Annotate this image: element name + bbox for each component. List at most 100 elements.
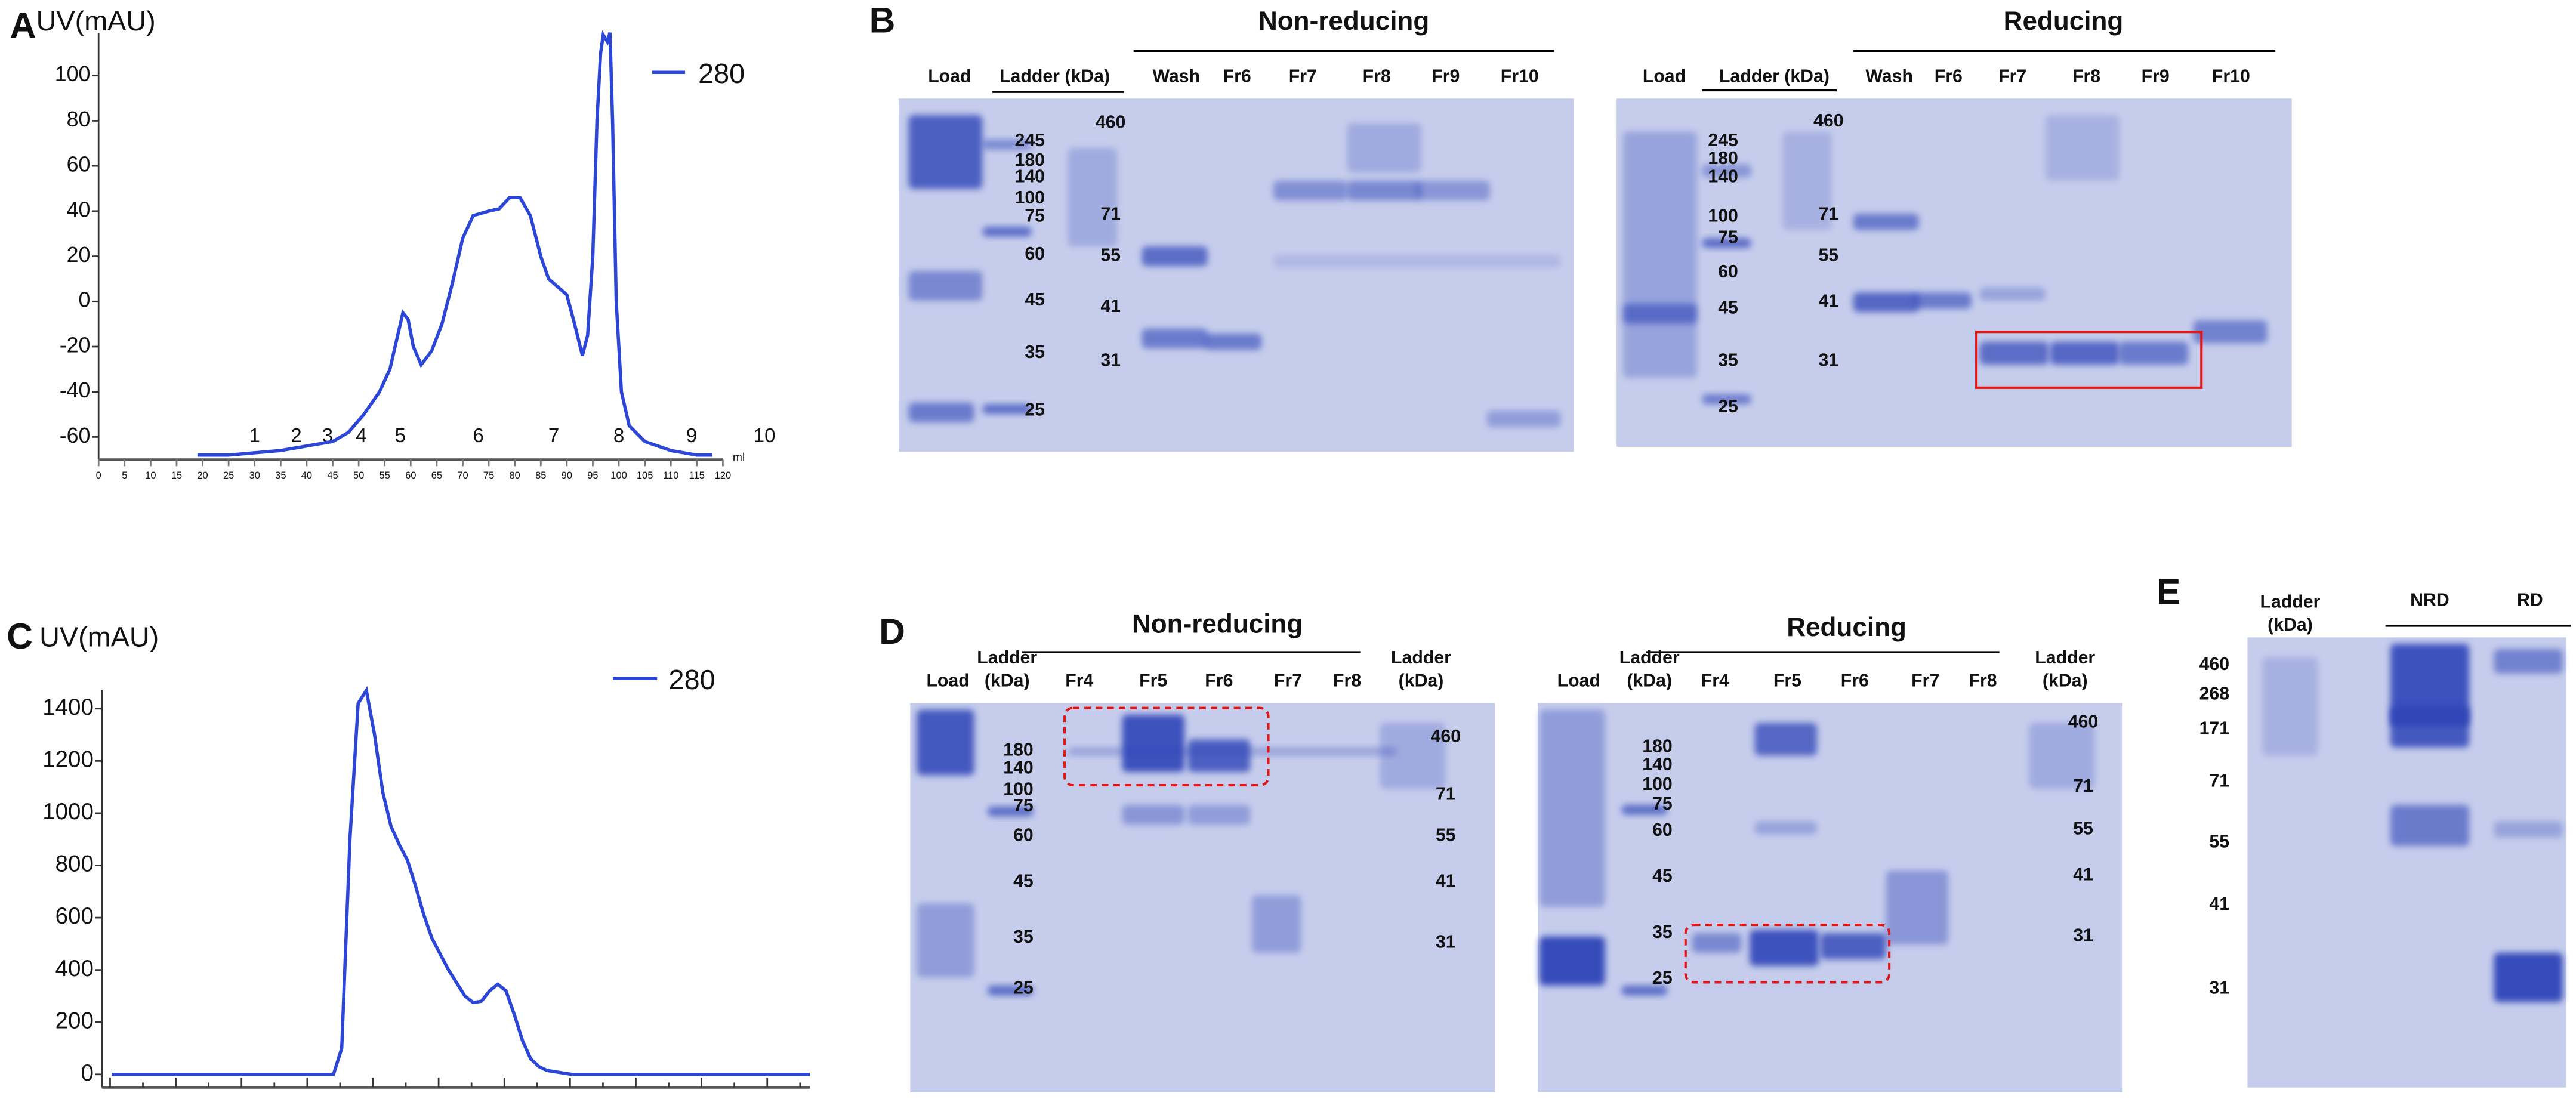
gel-title: Reducing [1787, 613, 1906, 642]
ladder-label: 71 [1818, 205, 1838, 224]
gel-band [1702, 164, 1751, 178]
y-axis-label: UV(mAU) [39, 621, 159, 652]
ladder-label: 245 [1015, 131, 1045, 150]
ladder-label: 25 [1013, 978, 1034, 998]
y-tick-label: 400 [55, 956, 94, 981]
gel-band [1251, 895, 1301, 953]
gel-band [1486, 410, 1561, 427]
highlight-box [1063, 706, 1270, 787]
ladder-label: 180 [1642, 737, 1672, 757]
x-tick-label: 90 [562, 470, 572, 481]
gel-band [2390, 644, 2470, 726]
gel-band [2029, 723, 2095, 789]
lane-label: Fr8 [1333, 671, 1361, 691]
y-tick-label: 800 [55, 851, 94, 877]
ladder-label: 460 [1813, 111, 1844, 131]
fraction-label: 8 [613, 424, 624, 446]
ladder-label: 41 [1436, 872, 1456, 891]
gel-band [1068, 147, 1118, 247]
ladder-label: 25 [1025, 400, 1045, 419]
x-tick-label: 75 [483, 470, 494, 481]
y-tick-label: 60 [67, 153, 91, 177]
gel-band [1068, 747, 1397, 756]
lane-label: Load [926, 671, 969, 691]
gel-band [1979, 287, 2046, 301]
gel-band [1621, 985, 1668, 996]
fraction-label: 2 [291, 424, 301, 446]
ladder-label: 75 [1013, 796, 1034, 816]
lane-label: Load [1557, 671, 1600, 691]
lane-label: Fr9 [1432, 66, 1460, 86]
fraction-label: 9 [686, 424, 697, 446]
gel-band [1142, 246, 1208, 267]
lane-label: Ladder [1619, 648, 1680, 668]
gel-band [1782, 131, 1832, 230]
x-tick-label: 0 [96, 470, 101, 481]
lane-label: Fr7 [1289, 66, 1317, 86]
ladder-label: 31 [1436, 932, 1456, 952]
lane-label: Wash [1152, 66, 1200, 86]
ladder-label: 31 [2209, 978, 2229, 998]
x-tick-label: 25 [223, 470, 234, 481]
gel-band [1187, 805, 1251, 825]
gel-band [2045, 115, 2120, 181]
lane-label: Ladder (kDa) [999, 66, 1110, 86]
gel-band [1702, 238, 1751, 248]
ladder-label: 100 [1642, 774, 1672, 794]
lane-label: Fr6 [1841, 671, 1869, 691]
y-axis-label: UV(mAU) [36, 5, 156, 36]
lane-label: (kDa) [2043, 671, 2088, 691]
ladder-label: 75 [1025, 206, 1045, 226]
lane-label: NRD [2410, 591, 2449, 610]
x-tick-label: 10 [145, 470, 156, 481]
lane-label: Fr9 [2142, 66, 2170, 86]
y-tick-label: 20 [67, 243, 91, 267]
ladder-label: 71 [1100, 205, 1121, 224]
lane-label: Fr7 [1274, 671, 1302, 691]
gel-band [2050, 341, 2120, 365]
ladder-label: 71 [2073, 776, 2093, 796]
gel-band [2494, 821, 2563, 838]
fraction-label: 10 [754, 424, 776, 446]
ladder-label: 180 [1708, 149, 1738, 168]
legend-label: 280 [698, 58, 745, 89]
x-tick-label: 50 [353, 470, 364, 481]
lane-label: Ladder (kDa) [1719, 66, 1830, 86]
panel-label: D [879, 611, 905, 652]
gel-band [917, 709, 974, 776]
ladder-label: 45 [1013, 872, 1034, 891]
ladder-label: 71 [2209, 771, 2229, 791]
ladder-label: 31 [1818, 351, 1838, 371]
x-tick-label: 80 [509, 470, 520, 481]
lane-label: Load [1643, 66, 1686, 86]
ladder-label: 268 [2199, 684, 2230, 704]
x-tick-label: 15 [171, 470, 182, 481]
gel-band [1347, 180, 1421, 200]
fraction-label: 6 [473, 424, 483, 446]
gel-band [987, 806, 1034, 817]
y-tick-label: 100 [55, 62, 91, 86]
lane-label: Fr4 [1065, 671, 1093, 691]
gel-band [1539, 709, 1605, 907]
gel [1537, 703, 2123, 1092]
gel-band [917, 903, 974, 978]
lane-label: Fr4 [1701, 671, 1729, 691]
ladder-label: 71 [1436, 785, 1456, 804]
ladder-label: 140 [1642, 755, 1672, 774]
y-tick-label: 80 [67, 107, 91, 131]
ladder-label: 55 [2073, 819, 2093, 838]
y-tick-label: 40 [67, 197, 91, 221]
y-tick-label: 200 [55, 1008, 94, 1033]
gel-band [2494, 649, 2563, 674]
x-tick-label: 35 [275, 470, 286, 481]
ladder-label: 140 [1015, 166, 1045, 186]
gel-title: Non-reducing [1132, 610, 1303, 639]
fraction-label: 5 [395, 424, 406, 446]
fraction-label: 4 [356, 424, 366, 446]
gel-band [1273, 180, 1347, 200]
ladder-label: 31 [1100, 351, 1121, 371]
y-tick-label: 600 [55, 903, 94, 929]
x-tick-label: 40 [301, 470, 312, 481]
y-tick-label: -20 [60, 333, 91, 357]
